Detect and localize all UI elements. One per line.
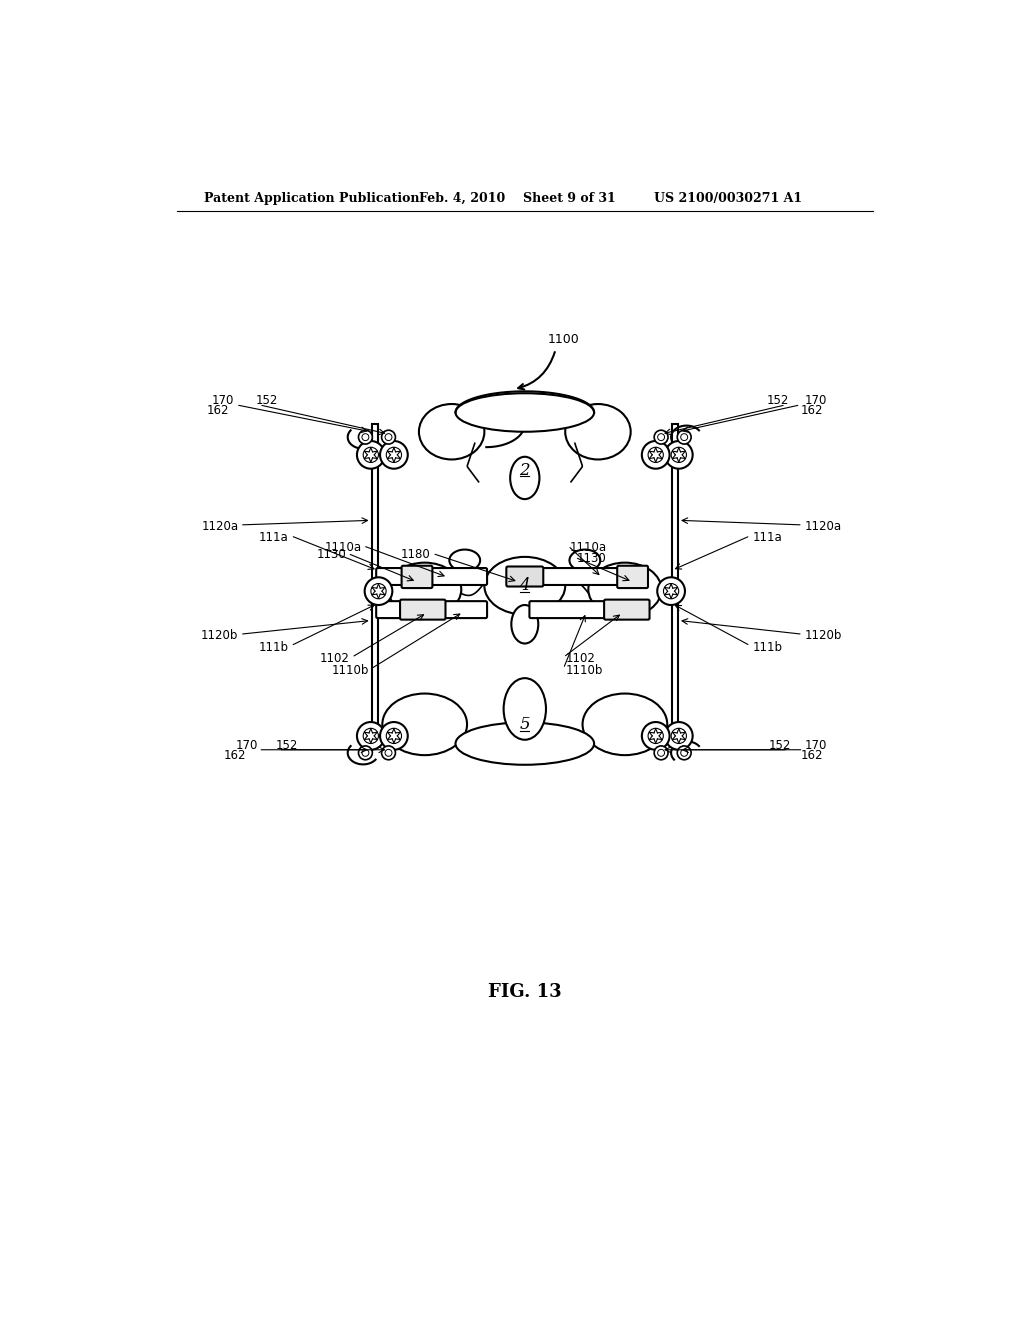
Text: Patent Application Publication: Patent Application Publication (204, 191, 419, 205)
Text: 1100: 1100 (548, 333, 580, 346)
Circle shape (380, 722, 408, 750)
Text: 152: 152 (767, 395, 788, 408)
FancyBboxPatch shape (506, 566, 544, 586)
Ellipse shape (565, 404, 631, 459)
Ellipse shape (589, 562, 662, 616)
Text: 1102: 1102 (565, 652, 596, 665)
Ellipse shape (583, 693, 668, 755)
FancyBboxPatch shape (604, 599, 649, 619)
Text: 1130: 1130 (578, 552, 607, 565)
Text: 162: 162 (207, 404, 229, 417)
Circle shape (357, 722, 385, 750)
Text: 162: 162 (801, 404, 823, 417)
Text: US 2100/0030271 A1: US 2100/0030271 A1 (654, 191, 802, 205)
Text: 1110b: 1110b (332, 664, 370, 677)
Circle shape (382, 430, 395, 444)
FancyBboxPatch shape (401, 566, 432, 589)
Text: 1110a: 1110a (325, 541, 361, 554)
Ellipse shape (504, 678, 546, 739)
Text: 152: 152 (769, 739, 792, 751)
Text: 111a: 111a (753, 531, 782, 544)
Text: 170: 170 (805, 739, 827, 751)
Text: 5: 5 (519, 715, 530, 733)
Text: 1120b: 1120b (201, 630, 239, 643)
Text: Sheet 9 of 31: Sheet 9 of 31 (523, 191, 616, 205)
Text: FIG. 13: FIG. 13 (488, 982, 561, 1001)
Text: 152: 152 (256, 395, 279, 408)
Ellipse shape (456, 722, 594, 764)
Ellipse shape (382, 693, 467, 755)
Text: 2: 2 (519, 462, 530, 479)
FancyBboxPatch shape (376, 601, 487, 618)
FancyBboxPatch shape (672, 424, 678, 725)
FancyBboxPatch shape (372, 424, 378, 725)
Circle shape (358, 430, 373, 444)
Circle shape (642, 722, 670, 750)
Circle shape (654, 430, 668, 444)
Ellipse shape (510, 457, 540, 499)
Text: 170: 170 (212, 395, 234, 408)
Text: 1120b: 1120b (804, 630, 842, 643)
Circle shape (665, 722, 692, 750)
Circle shape (358, 746, 373, 760)
Circle shape (677, 430, 691, 444)
FancyBboxPatch shape (617, 566, 648, 589)
Ellipse shape (388, 562, 461, 616)
Text: 1130: 1130 (316, 548, 346, 561)
Circle shape (357, 441, 385, 469)
Text: 111b: 111b (258, 640, 289, 653)
Circle shape (677, 746, 691, 760)
Text: 1180: 1180 (401, 548, 431, 561)
FancyBboxPatch shape (400, 599, 445, 619)
Text: 1120a: 1120a (804, 520, 842, 533)
Text: 1120a: 1120a (202, 520, 239, 533)
Ellipse shape (569, 549, 600, 572)
Circle shape (365, 577, 392, 605)
Text: 162: 162 (801, 748, 823, 762)
Circle shape (382, 746, 395, 760)
Circle shape (380, 441, 408, 469)
FancyBboxPatch shape (376, 568, 487, 585)
Circle shape (657, 577, 685, 605)
Ellipse shape (456, 393, 594, 432)
Text: Feb. 4, 2010: Feb. 4, 2010 (419, 191, 506, 205)
Text: 152: 152 (275, 739, 298, 751)
Circle shape (665, 441, 692, 469)
Ellipse shape (511, 605, 539, 644)
Circle shape (642, 441, 670, 469)
Text: 170: 170 (804, 395, 826, 408)
Text: 111b: 111b (753, 640, 782, 653)
Text: 1102: 1102 (321, 652, 350, 665)
Text: 162: 162 (223, 748, 246, 762)
Text: 170: 170 (236, 739, 258, 751)
FancyBboxPatch shape (529, 568, 640, 585)
Text: 1110b: 1110b (565, 664, 603, 677)
Text: 1110a: 1110a (569, 541, 606, 554)
Text: 111a: 111a (259, 531, 289, 544)
Ellipse shape (484, 557, 565, 615)
FancyBboxPatch shape (529, 601, 640, 618)
Ellipse shape (419, 404, 484, 459)
Ellipse shape (450, 549, 480, 572)
Circle shape (654, 746, 668, 760)
Text: 4: 4 (519, 577, 530, 594)
